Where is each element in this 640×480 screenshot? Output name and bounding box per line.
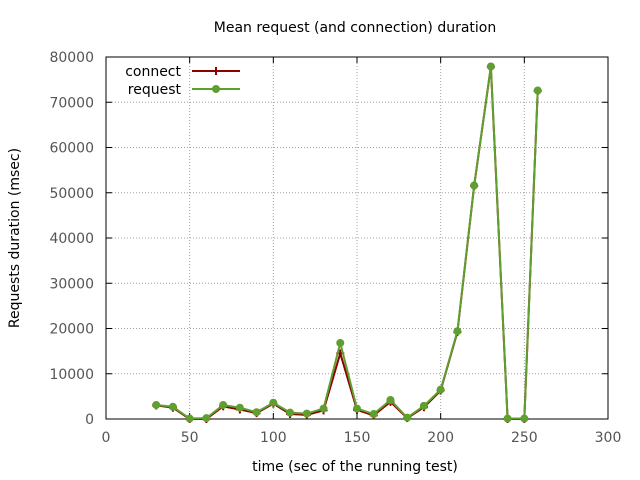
data-point-request (152, 400, 161, 409)
data-point-request (269, 398, 278, 407)
data-point-request (503, 414, 512, 423)
y-tick-label: 70000 (49, 95, 94, 111)
series-line-request (156, 65, 539, 420)
x-tick-label: 50 (181, 430, 199, 446)
x-tick-label: 0 (102, 430, 111, 446)
y-tick-label: 10000 (49, 367, 94, 383)
grid (106, 57, 608, 419)
legend-marker-request (212, 85, 220, 93)
data-point-request (336, 338, 345, 347)
data-point-request (436, 385, 445, 394)
axis-ticks: 0 50 100 150 200 250 300 0 10000 20000 30000 40000 5… (49, 50, 621, 446)
legend-label-connect: connect (125, 64, 181, 80)
data-point-request (185, 414, 194, 423)
data-point-request (470, 181, 479, 190)
data-point-request (219, 400, 228, 409)
data-point-request (319, 404, 328, 413)
legend-label-request: request (128, 82, 182, 98)
data-point-request (486, 62, 495, 71)
x-axis-label: time (sec of the running test) (252, 459, 458, 475)
data-point-request (403, 413, 412, 422)
y-tick-label: 60000 (49, 141, 94, 157)
x-tick-label: 250 (511, 430, 538, 446)
x-tick-label: 100 (260, 430, 287, 446)
data-point-request (252, 408, 261, 417)
legend-marker-connect (212, 67, 220, 75)
data-point-request (168, 402, 177, 411)
y-tick-label: 80000 (49, 50, 94, 66)
y-tick-label: 30000 (49, 276, 94, 292)
legend-marker-point-request (212, 85, 220, 93)
data-point-request (520, 414, 529, 423)
x-tick-label: 200 (427, 430, 454, 446)
series-group (152, 62, 542, 423)
legend-marker-point-connect (212, 67, 220, 75)
data-point-request (302, 409, 311, 418)
y-tick-label: 50000 (49, 186, 94, 202)
data-point-request (235, 403, 244, 412)
y-tick-label: 20000 (49, 322, 94, 338)
legend: connect request (125, 64, 240, 98)
data-point-request (386, 395, 395, 404)
x-tick-label: 150 (344, 430, 371, 446)
chart-title: Mean request (and connection) duration (214, 20, 496, 36)
data-point-request (353, 404, 361, 413)
data-point-request (202, 414, 211, 423)
y-tick-label: 40000 (49, 231, 94, 247)
data-point-request (419, 401, 428, 410)
data-point-request (369, 410, 378, 419)
data-point-request (286, 408, 295, 417)
y-axis-label: Requests duration (msec) (7, 148, 23, 328)
data-point-request (453, 327, 462, 336)
y-tick-label: 0 (85, 412, 94, 428)
x-tick-label: 300 (595, 430, 622, 446)
series-request (152, 62, 542, 423)
data-point-request (533, 86, 542, 95)
